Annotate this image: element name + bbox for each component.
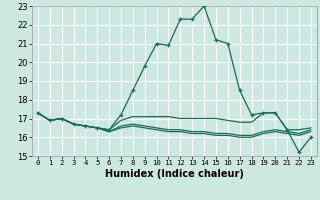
X-axis label: Humidex (Indice chaleur): Humidex (Indice chaleur) — [105, 169, 244, 179]
